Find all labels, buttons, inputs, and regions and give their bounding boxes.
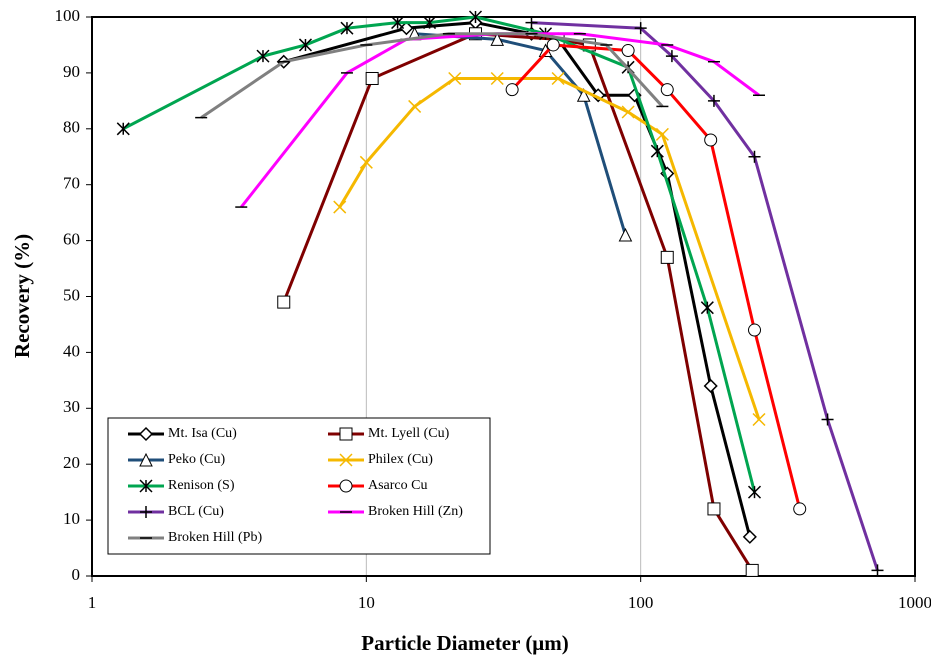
marker [139, 479, 153, 493]
marker [359, 155, 373, 169]
legend-entry: Mt. Lyell (Cu) [328, 426, 450, 441]
marker [650, 144, 664, 158]
marker [490, 71, 504, 86]
marker [576, 88, 591, 102]
marker [748, 150, 761, 163]
y-tick-label: 80 [63, 118, 80, 137]
series [116, 10, 762, 499]
marker [634, 22, 647, 35]
y-tick-label: 100 [55, 6, 81, 25]
marker [748, 323, 762, 337]
legend-entry: Mt. Isa (Cu) [128, 426, 237, 441]
marker [525, 16, 538, 29]
marker [138, 426, 154, 442]
y-tick-label: 10 [63, 509, 80, 528]
marker [399, 21, 414, 36]
y-tick-label: 70 [63, 174, 80, 193]
marker [745, 563, 759, 577]
y-tick-label: 30 [63, 397, 80, 416]
marker [505, 83, 519, 97]
marker [365, 71, 379, 85]
series [333, 71, 766, 427]
marker [621, 105, 635, 119]
marker [700, 301, 714, 315]
legend-entry: Renison (S) [128, 478, 235, 493]
marker [655, 127, 669, 141]
series [525, 16, 884, 577]
legend-label: Broken Hill (Pb) [168, 530, 262, 545]
marker [747, 485, 762, 499]
y-axis-label: Recovery (%) [10, 234, 34, 358]
y-tick-label: 40 [63, 341, 80, 360]
marker [660, 83, 674, 97]
legend-label: Mt. Lyell (Cu) [368, 426, 450, 441]
marker [339, 427, 353, 441]
y-tick-label: 0 [72, 565, 81, 584]
legend-label: Mt. Isa (Cu) [168, 426, 237, 441]
legend-box [107, 417, 491, 555]
marker [277, 295, 291, 309]
legend-entry: Asarco Cu [328, 478, 428, 493]
marker [618, 227, 633, 242]
legend-entry: Broken Hill (Pb) [128, 530, 262, 545]
marker [704, 133, 718, 147]
series-line [283, 21, 752, 538]
x-tick-label: 1000 [898, 593, 931, 612]
legend-entry: Broken Hill (Zn) [328, 504, 463, 519]
y-tick-label: 20 [63, 453, 80, 472]
legend-label: BCL (Cu) [168, 504, 224, 519]
marker [116, 122, 130, 136]
marker [339, 453, 353, 467]
marker [256, 49, 270, 63]
marker [339, 479, 353, 493]
marker [871, 564, 884, 577]
x-tick-label: 10 [358, 593, 375, 612]
x-axis-label: Particle Diameter (μm) [361, 631, 568, 655]
y-tick-label: 60 [63, 230, 80, 249]
marker [752, 412, 766, 427]
marker [703, 378, 718, 394]
legend-entry: Peko (Cu) [128, 452, 226, 467]
legend-entry: Philex (Cu) [328, 452, 433, 467]
marker [340, 21, 354, 35]
marker [665, 50, 678, 63]
marker [621, 44, 635, 58]
x-tick-label: 100 [628, 593, 654, 612]
marker [140, 506, 152, 518]
y-tick-label: 50 [63, 285, 80, 304]
legend-label: Broken Hill (Zn) [368, 504, 463, 519]
marker [333, 200, 347, 214]
legend-label: Philex (Cu) [368, 452, 433, 467]
y-tick-label: 90 [63, 62, 80, 81]
marker [742, 529, 757, 544]
legend: Mt. Isa (Cu) Mt. Lyell (Cu) Peko (Cu) Phile… [107, 417, 491, 555]
marker [821, 413, 834, 426]
plot-frame [91, 16, 916, 577]
marker [707, 94, 720, 107]
marker [408, 99, 422, 113]
series [195, 32, 669, 119]
marker [448, 71, 462, 86]
legend-entry: BCL (Cu) [128, 504, 224, 519]
marker [546, 38, 560, 52]
marker [423, 16, 437, 30]
marker [298, 38, 313, 52]
legend-label: Asarco Cu [368, 478, 428, 493]
series-line [122, 15, 756, 493]
marker [707, 502, 721, 516]
marker [551, 71, 565, 86]
marker [139, 452, 153, 467]
marker [591, 88, 606, 103]
marker [490, 32, 505, 46]
marker [391, 16, 405, 30]
legend-label: Peko (Cu) [168, 452, 226, 467]
legend-label: Renison (S) [168, 478, 235, 493]
marker [660, 250, 674, 264]
marker [793, 502, 807, 516]
marker [468, 10, 483, 24]
series [505, 38, 807, 516]
x-tick-label: 1 [88, 593, 97, 612]
series-line [282, 32, 754, 572]
